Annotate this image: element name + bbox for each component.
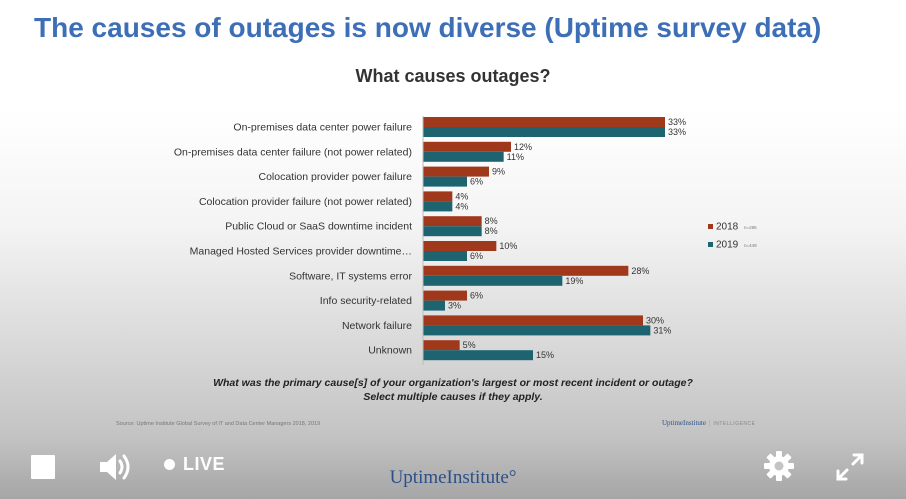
category-label: Managed Hosted Services provider downtim… — [190, 246, 412, 258]
source-note: Source: Uptime Institute Global Survey o… — [116, 421, 321, 427]
stop-button[interactable] — [31, 455, 55, 479]
data-label: 4% — [455, 191, 468, 201]
legend-label-2019: 2019 — [716, 240, 739, 251]
slide-brand-name: UptimeInstitute — [662, 419, 706, 427]
bar-2018 — [423, 241, 497, 251]
chart-title: What causes outages? — [355, 66, 551, 86]
bar-2018 — [423, 340, 460, 351]
data-label: 6% — [470, 291, 483, 301]
live-dot-icon — [164, 459, 175, 470]
bar-2018 — [423, 216, 482, 227]
bar-chart: On-premises data center power failure 33%… — [174, 116, 757, 365]
bar-2018 — [423, 191, 453, 202]
slide-title: The causes of outages is now diverse (Up… — [34, 12, 822, 43]
bar-2018 — [423, 290, 467, 301]
slide-brand: UptimeInstitute | INTELLIGENCE — [662, 419, 756, 427]
category-label: Unknown — [368, 345, 412, 357]
data-label: 6% — [470, 177, 483, 187]
data-label: 8% — [485, 226, 498, 236]
data-label: 9% — [492, 167, 505, 177]
volume-icon — [100, 454, 130, 480]
player-controls: LIVE UptimeInstitute° — [0, 436, 906, 499]
gear-icon — [764, 451, 794, 481]
data-label: 3% — [448, 301, 461, 311]
bar-2019 — [423, 176, 467, 187]
bar-2019 — [423, 251, 467, 261]
fullscreen-button[interactable] — [834, 451, 866, 483]
category-label: Info security-related — [320, 295, 412, 307]
category-label: Network failure — [342, 320, 412, 332]
data-label: 4% — [455, 201, 468, 211]
bar-2019 — [423, 201, 453, 212]
data-label: 8% — [485, 216, 498, 226]
settings-button[interactable] — [763, 450, 795, 482]
legend-swatch-2018 — [708, 224, 713, 229]
data-label: 12% — [514, 142, 532, 152]
category-label: Colocation provider failure (not power r… — [199, 196, 412, 208]
data-label: 28% — [631, 266, 649, 276]
data-label: 31% — [653, 325, 671, 335]
live-indicator: LIVE — [164, 454, 225, 475]
data-label: 33% — [668, 127, 686, 137]
expand-icon — [836, 453, 864, 481]
data-label: 19% — [565, 276, 583, 286]
player-brand: UptimeInstitute° — [389, 467, 517, 488]
category-label: Public Cloud or SaaS downtime incident — [225, 221, 412, 233]
legend-swatch-2019 — [708, 242, 713, 247]
legend-note-2018: n=285 — [744, 225, 757, 230]
legend-label-2018: 2018 — [716, 222, 739, 233]
bar-2018 — [423, 265, 629, 276]
data-label: 5% — [463, 340, 476, 350]
data-label: 33% — [668, 117, 686, 127]
data-label: 15% — [536, 350, 554, 360]
volume-button[interactable] — [98, 451, 134, 483]
question-line-2: Select multiple causes if they apply. — [363, 391, 543, 403]
category-label: On-premises data center failure (not pow… — [174, 146, 412, 158]
bar-2019 — [423, 325, 651, 336]
live-label: LIVE — [183, 454, 226, 474]
bar-2018 — [423, 141, 511, 152]
bar-2018 — [423, 315, 643, 326]
data-label: 30% — [646, 315, 664, 325]
legend-note-2019: n=449 — [744, 243, 757, 248]
bar-2018 — [423, 117, 665, 127]
data-label: 6% — [470, 251, 483, 261]
bar-2019 — [423, 275, 563, 286]
category-label: On-premises data center power failure — [233, 122, 412, 134]
data-label: 11% — [507, 152, 524, 162]
bar-2019 — [423, 226, 482, 237]
survey-question: What was the primary cause[s] of your or… — [0, 376, 906, 404]
category-label: Colocation provider power failure — [259, 171, 413, 183]
bar-2019 — [423, 300, 445, 311]
data-label: 10% — [499, 241, 517, 251]
bar-2019 — [423, 127, 665, 137]
slide-brand-suffix: INTELLIGENCE — [713, 421, 756, 427]
bar-2018 — [423, 166, 489, 177]
category-label: Software, IT systems error — [289, 270, 412, 282]
bar-2019 — [423, 151, 504, 162]
question-line-1: What was the primary cause[s] of your or… — [213, 377, 693, 389]
bar-2019 — [423, 350, 533, 361]
